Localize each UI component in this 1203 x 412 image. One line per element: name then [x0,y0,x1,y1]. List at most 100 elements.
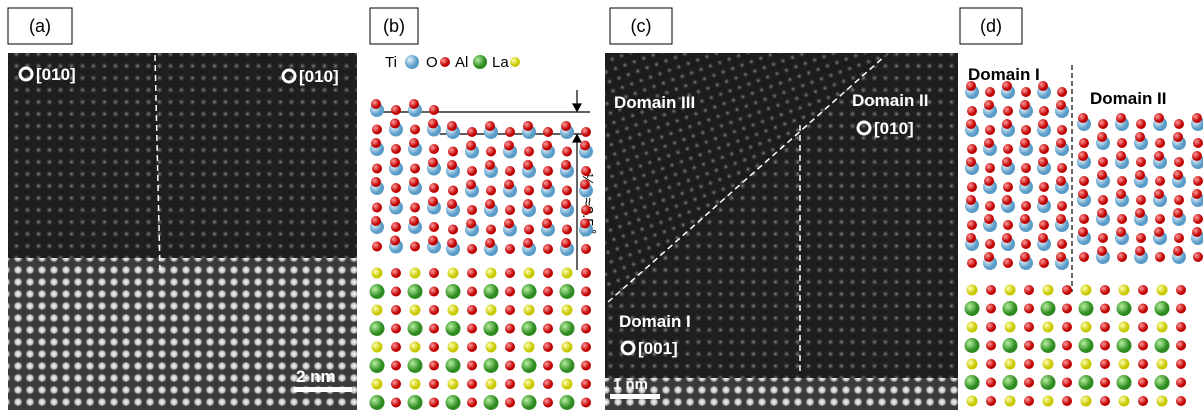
atom [1078,227,1088,237]
atom [1024,378,1034,388]
atom [1079,138,1089,148]
atom [1003,338,1018,353]
atom [1117,375,1132,390]
atom [1193,214,1203,224]
atom [986,322,996,332]
atom [581,287,591,297]
atom [372,203,382,213]
atom [543,361,553,371]
atom [1176,378,1186,388]
atom [562,268,573,279]
atom [967,322,978,333]
atom [543,342,553,352]
atom [1041,338,1056,353]
atom [1039,106,1049,116]
atom [429,144,439,154]
atom [1078,189,1088,199]
atom [1079,338,1094,353]
atom [581,205,591,215]
atom [1154,227,1164,237]
atom [1005,285,1016,296]
atom [1100,396,1110,406]
atom [391,222,401,232]
atom [370,284,385,299]
atom [448,147,458,157]
atom [428,119,438,129]
atom [524,342,535,353]
atom [1155,176,1165,186]
atom [1021,201,1031,211]
atom [429,222,439,232]
atom [1041,301,1056,316]
atom [543,166,553,176]
legend-label: Al [455,54,468,71]
atom [1116,227,1126,237]
atom [966,157,976,167]
figure: (a) (b) (c) (d) [010] [010] 2 nm Domain … [0,0,1203,412]
atom [428,236,438,246]
atom [1043,359,1054,370]
atom [1079,176,1089,186]
atom [967,258,977,268]
atom [543,379,553,389]
atom [1024,304,1034,314]
atom [1039,258,1049,268]
atom [1157,396,1168,407]
atom [543,305,553,315]
atom [448,225,458,235]
atom [1174,157,1184,167]
atom [1117,138,1127,148]
atom [1098,119,1108,129]
atom [391,268,401,278]
atom [505,166,515,176]
atom [965,301,980,316]
atom [1176,285,1186,295]
atom [984,176,994,186]
atom [1098,157,1108,167]
atom [1003,182,1013,192]
atom [1056,100,1066,110]
atom [542,141,552,151]
atom [1005,359,1016,370]
atom [1021,163,1031,173]
atom [542,180,552,190]
atom [505,342,515,352]
atom [984,214,994,224]
atom [486,147,496,157]
atom [1176,341,1186,351]
atom [1056,176,1066,186]
atom [1003,144,1013,154]
atom [408,284,423,299]
atom [543,244,553,254]
atom [985,125,995,135]
atom [562,305,573,316]
atom [371,177,381,187]
zone-axis: [001] [638,339,678,358]
atom [1155,375,1170,390]
atom [562,379,573,390]
atom [986,285,996,295]
atom [1081,396,1092,407]
atom [391,324,401,334]
atom [467,398,477,408]
atom [1081,322,1092,333]
atom [1024,341,1034,351]
atom [467,342,477,352]
atom [1192,227,1202,237]
atom [581,398,591,408]
atom [581,127,591,137]
atom [1138,322,1148,332]
atom [580,219,590,229]
atom [1119,322,1130,333]
atom [1100,359,1110,369]
atom [391,361,401,371]
atom [1062,396,1072,406]
atom [1057,87,1067,97]
atom [504,219,514,229]
atom [1024,359,1034,369]
atom [581,361,591,371]
atom [967,359,978,370]
atom [1135,208,1145,218]
atom [410,242,420,252]
atom [1119,396,1130,407]
